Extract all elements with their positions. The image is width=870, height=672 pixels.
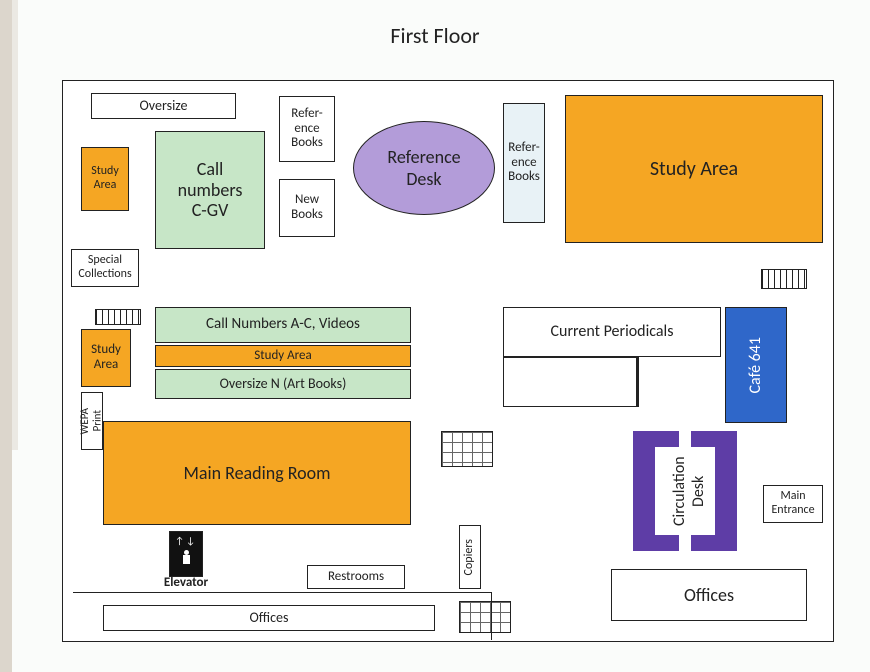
room-study-area-top-left: Study Area bbox=[81, 147, 129, 211]
circulation-desk-part bbox=[655, 431, 679, 447]
room-label: Offices bbox=[250, 610, 289, 626]
room-cafe-641: Café 641 bbox=[725, 307, 787, 423]
room-special-collections: Special Collections bbox=[71, 249, 139, 287]
scan-edge-shadow bbox=[10, 0, 18, 450]
room-label: Reference Desk bbox=[387, 146, 460, 190]
room-label: Refer- ence Books bbox=[291, 107, 323, 152]
room-call-numbers-cgv: Call numbers C-GV bbox=[155, 131, 265, 249]
room-wepa-print: WEPA Print bbox=[81, 392, 103, 450]
room-label: Oversize N (Art Books) bbox=[220, 376, 347, 392]
room-restrooms: Restrooms bbox=[307, 565, 405, 589]
page-title: First Floor bbox=[0, 22, 870, 49]
room-study-area-mid-left: Study Area bbox=[81, 329, 131, 387]
room-label: WEPA Print bbox=[79, 408, 104, 434]
floorplan-outer-box: Oversize Study Area Call numbers C-GV Sp… bbox=[62, 80, 834, 642]
circulation-desk-part bbox=[691, 535, 715, 551]
room-reference-books-right: Refer- ence Books bbox=[503, 103, 545, 223]
room-offices-right: Offices bbox=[611, 569, 807, 621]
room-main-entrance: Main Entrance bbox=[763, 485, 823, 523]
room-label: Study Area bbox=[254, 349, 311, 364]
elevator-person-icon bbox=[182, 550, 191, 564]
elevator-label: Elevator bbox=[159, 575, 213, 590]
room-call-numbers-ac: Call Numbers A-C, Videos bbox=[155, 307, 411, 343]
room-label: Study Area bbox=[91, 343, 121, 373]
room-current-periodicals: Current Periodicals bbox=[503, 307, 721, 357]
room-label: Special Collections bbox=[78, 254, 131, 282]
room-label: Main Entrance bbox=[771, 490, 814, 518]
room-study-area-strip: Study Area bbox=[155, 345, 411, 367]
room-oversize: Oversize bbox=[91, 93, 236, 119]
room-study-area-large: Study Area bbox=[565, 95, 823, 243]
room-periodicals-lower bbox=[503, 357, 639, 407]
room-copiers: Copiers bbox=[459, 525, 481, 589]
floorplan-page: First Floor Oversize Study Area Call num… bbox=[0, 0, 870, 672]
room-reference-books-top: Refer- ence Books bbox=[279, 96, 335, 162]
room-label: Main Reading Room bbox=[183, 463, 330, 484]
circulation-desk-part bbox=[633, 431, 655, 551]
room-label: Call numbers C-GV bbox=[178, 159, 243, 221]
room-main-reading-room: Main Reading Room bbox=[103, 421, 411, 525]
room-reference-desk: Reference Desk bbox=[353, 121, 495, 215]
room-label: Call Numbers A-C, Videos bbox=[206, 316, 360, 333]
stairs-icon bbox=[761, 269, 807, 289]
furniture-grid-icon bbox=[441, 431, 493, 467]
furniture-grid-icon bbox=[459, 601, 511, 633]
room-label: Study Area bbox=[650, 158, 738, 181]
room-label: Refer- ence Books bbox=[508, 141, 540, 186]
room-new-books: New Books bbox=[279, 179, 335, 237]
stairs-icon bbox=[95, 309, 141, 325]
wall-segment bbox=[73, 592, 491, 593]
room-label: Restrooms bbox=[328, 570, 384, 585]
room-offices-bottom: Offices bbox=[103, 605, 435, 631]
room-label: Café 641 bbox=[747, 337, 765, 394]
room-label: Current Periodicals bbox=[551, 323, 674, 341]
wall-segment bbox=[491, 592, 492, 640]
circulation-desk-part bbox=[715, 431, 737, 551]
circulation-desk-part bbox=[691, 431, 715, 447]
room-oversize-n: Oversize N (Art Books) bbox=[155, 369, 411, 399]
room-label: New Books bbox=[291, 193, 323, 223]
room-label: Study Area bbox=[91, 165, 119, 193]
circulation-desk-label: Circulation Desk bbox=[670, 451, 700, 531]
room-label: Oversize bbox=[140, 98, 188, 114]
room-label: Offices bbox=[684, 585, 734, 606]
room-label: Copiers bbox=[463, 539, 477, 575]
elevator-arrows-icon: ↑↓ bbox=[175, 534, 197, 547]
elevator-icon: ↑↓ bbox=[169, 531, 203, 577]
circulation-desk-part bbox=[655, 535, 679, 551]
